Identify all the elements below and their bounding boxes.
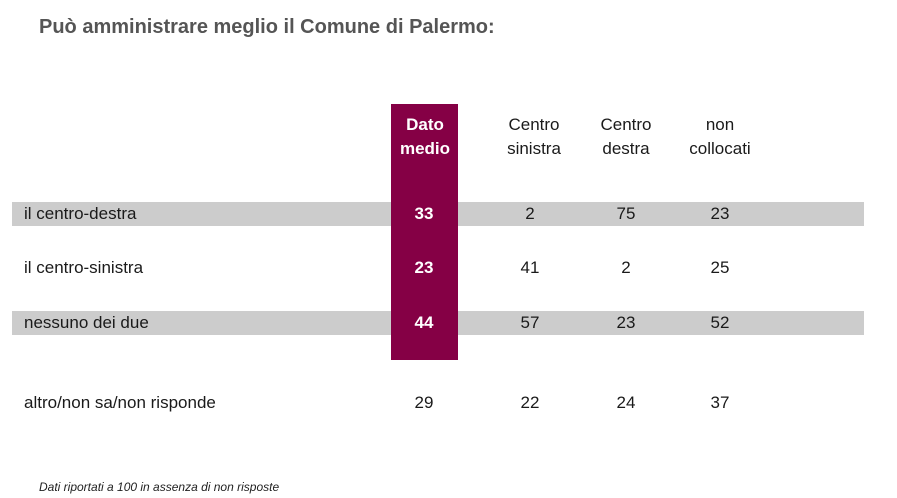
cell-nessuno-centro-sinistra: 57 xyxy=(490,311,570,335)
cell-nessuno-centro-destra: 23 xyxy=(586,311,666,335)
cell-centro-sinistra-centro-sinistra: 41 xyxy=(490,256,570,280)
cell-altro-dato-medio: 29 xyxy=(384,391,464,415)
row-label-centro-sinistra: il centro-sinistra xyxy=(24,256,143,280)
cell-nessuno-non-collocati: 52 xyxy=(680,311,760,335)
cell-centro-sinistra-centro-destra: 2 xyxy=(586,256,666,280)
cell-altro-centro-sinistra: 22 xyxy=(490,391,570,415)
cell-centro-destra-dato-medio: 33 xyxy=(384,202,464,226)
cell-altro-non-collocati: 37 xyxy=(680,391,760,415)
cell-nessuno-dato-medio: 44 xyxy=(384,311,464,335)
cell-centro-destra-non-collocati: 23 xyxy=(680,202,760,226)
cell-centro-sinistra-dato-medio: 23 xyxy=(384,256,464,280)
row-label-altro: altro/non sa/non risponde xyxy=(24,391,216,415)
column-header-dato-medio: Dato medio xyxy=(375,113,475,161)
column-header-non-collocati: non collocati xyxy=(670,113,770,161)
cell-altro-centro-destra: 24 xyxy=(586,391,666,415)
cell-centro-sinistra-non-collocati: 25 xyxy=(680,256,760,280)
column-header-centro-sinistra: Centro sinistra xyxy=(484,113,584,161)
column-header-centro-destra: Centro destra xyxy=(576,113,676,161)
footnote: Dati riportati a 100 in assenza di non r… xyxy=(39,480,279,494)
chart-title: Può amministrare meglio il Comune di Pal… xyxy=(39,16,495,39)
cell-centro-destra-centro-sinistra: 2 xyxy=(490,202,570,226)
row-label-nessuno: nessuno dei due xyxy=(24,311,149,335)
cell-centro-destra-centro-destra: 75 xyxy=(586,202,666,226)
row-label-centro-destra: il centro-destra xyxy=(24,202,136,226)
